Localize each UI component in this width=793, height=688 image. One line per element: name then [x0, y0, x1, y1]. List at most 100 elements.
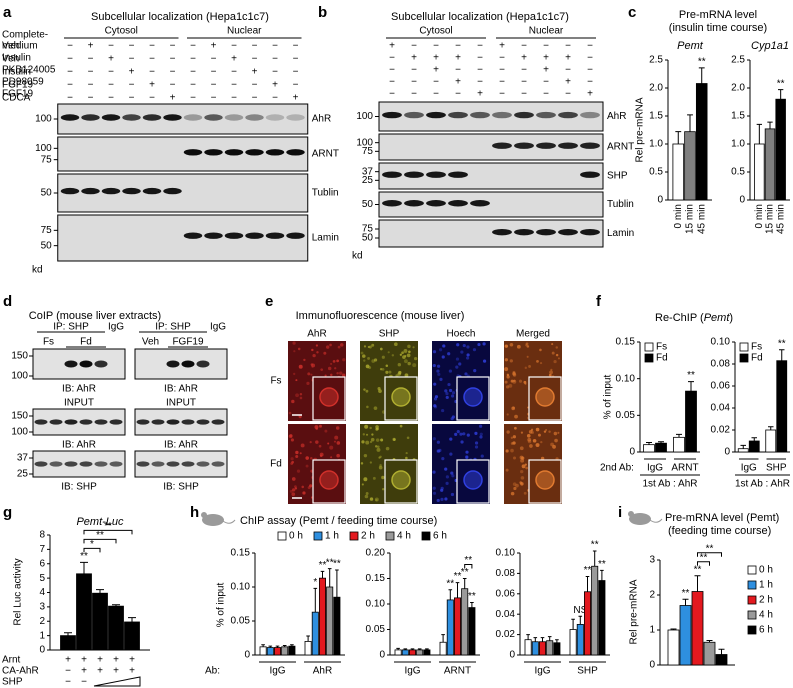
y-tick-label: 1.5 [731, 111, 745, 122]
blot-band [79, 461, 93, 467]
blot-band [64, 419, 78, 425]
micrograph-texture [340, 343, 344, 347]
bar [266, 647, 274, 656]
micrograph-texture [302, 491, 306, 495]
micrograph-texture [540, 440, 543, 444]
error-bar [275, 645, 280, 648]
treatment-sign: − [293, 41, 299, 52]
micrograph-texture [519, 455, 524, 460]
y-tick-label: 2 [649, 590, 655, 601]
treatment-sign: + [293, 93, 299, 104]
panel-title: Subcellular localization (Hepa1c1c7) [91, 11, 269, 23]
significance-label: NS [573, 605, 587, 616]
micrograph-texture [438, 348, 443, 352]
y-tick-label: 1.5 [649, 111, 663, 122]
micrograph-texture [466, 353, 470, 357]
ib-label: IB: SHP [163, 482, 199, 493]
x-tick-label: 45 min [696, 204, 707, 234]
blot-band [382, 171, 402, 178]
treatment-sign: − [231, 93, 237, 104]
inset-cell [463, 387, 483, 407]
treatment-sign: − [88, 54, 94, 65]
blot-band [181, 461, 195, 467]
legend-swatch [747, 625, 757, 635]
micrograph-texture [369, 461, 372, 464]
bar [108, 605, 124, 651]
y-tick-label: 0.05 [231, 616, 251, 627]
error-bar [646, 441, 652, 445]
treatment-sign: − [293, 67, 299, 78]
blot-band [426, 171, 446, 178]
x-tick-label: SHP [766, 463, 787, 474]
treatment-sign: + [543, 65, 549, 76]
bar [281, 646, 289, 656]
blot [32, 348, 126, 380]
micrograph-texture [552, 444, 556, 449]
condition-label: FGF19 [172, 337, 204, 348]
y-tick-label: 2.5 [649, 55, 663, 66]
micrograph-texture [300, 443, 305, 448]
y-tick-label: 3 [39, 602, 45, 613]
ib-label: IB: AhR [164, 384, 198, 395]
micrograph-texture [362, 433, 365, 436]
micrograph-texture [506, 375, 510, 379]
micrograph-texture [482, 342, 486, 346]
blot-band [122, 114, 141, 121]
micrograph-texture [375, 498, 378, 502]
error-bar [768, 426, 774, 430]
marker-label: 50 [41, 188, 53, 199]
marker-label: 100 [35, 114, 52, 125]
bar [461, 588, 469, 656]
micrograph-texture [405, 456, 408, 460]
micrograph-texture [535, 427, 540, 432]
micrograph-texture [360, 462, 364, 465]
micrograph-texture [327, 366, 332, 371]
chart-title: Pemt [677, 40, 704, 52]
legend-label: Fs [751, 342, 762, 353]
micrograph-texture [391, 354, 395, 357]
marker-label: 75 [41, 225, 53, 236]
micrograph-texture [376, 427, 379, 431]
y-axis-label: Rel Luc activity [13, 558, 24, 625]
input-label: INPUT [166, 398, 196, 409]
micrograph-texture [362, 354, 366, 358]
treatment-sign: + [170, 93, 176, 104]
micrograph-texture [334, 435, 339, 440]
blot-band [101, 187, 121, 195]
y-tick-label: 0.15 [616, 337, 636, 348]
bracket-label: ** [104, 521, 112, 532]
micrograph-texture [448, 388, 453, 393]
micrograph-texture [520, 431, 524, 434]
micrograph-texture [545, 428, 548, 432]
y-tick-label: 0.05 [366, 624, 386, 635]
group-label: Nuclear [529, 26, 564, 37]
micrograph-texture [360, 351, 364, 355]
row-label: Veh [2, 54, 19, 65]
micrograph-texture [527, 439, 532, 444]
bar [468, 607, 476, 656]
significance-label: ** [80, 551, 88, 562]
micrograph-texture [529, 444, 533, 448]
micrograph-texture [510, 436, 514, 439]
treatment-sign: − [149, 93, 155, 104]
blot-band [183, 114, 203, 121]
y-axis-label: Rel pre-mRNA [629, 579, 640, 644]
micrograph-texture [364, 424, 369, 429]
blot-band [166, 419, 180, 425]
blot-band [404, 111, 424, 119]
micrograph-texture [445, 475, 449, 479]
marker-label: 100 [11, 427, 28, 438]
treatment-sign: − [81, 677, 87, 688]
treatment-sign: − [543, 77, 549, 88]
micrograph-texture [465, 450, 469, 454]
treatment-sign: − [477, 53, 483, 64]
significance-label: * [313, 577, 317, 588]
mouse-tail [222, 519, 236, 524]
micrograph-texture [291, 477, 296, 481]
micrograph-texture [288, 411, 292, 415]
treatment-sign: + [88, 41, 94, 52]
x-tick-label: 0 min [754, 204, 765, 228]
blot-band [196, 360, 210, 368]
y-tick-label: 8 [39, 530, 45, 541]
